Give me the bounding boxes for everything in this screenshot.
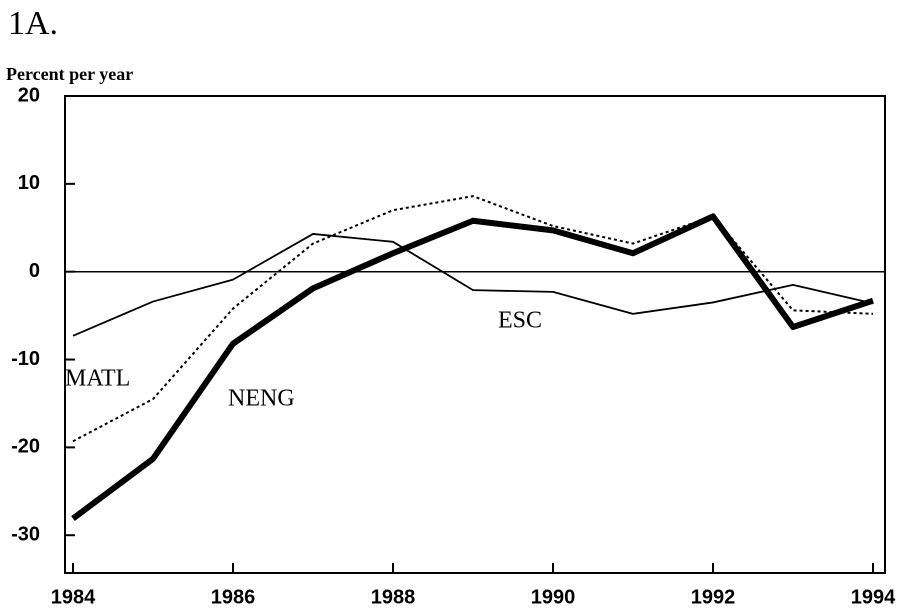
y-tick-label: -30: [11, 524, 40, 546]
x-tick-label: 1994: [851, 586, 896, 608]
y-tick-label: -20: [11, 436, 40, 458]
x-tick-label: 1986: [211, 586, 256, 608]
y-tick-label: 0: [29, 260, 40, 282]
series-label: MATL: [65, 366, 130, 392]
y-tick-label: 20: [18, 84, 40, 106]
x-tick-label: 1984: [51, 586, 96, 608]
y-axis-label: Percent per year: [6, 64, 133, 84]
x-tick-label: 1988: [371, 586, 416, 608]
series-line: [71, 213, 874, 521]
x-tick-label: 1992: [691, 586, 736, 608]
y-tick-label: 10: [18, 172, 40, 194]
series-label: NENG: [228, 386, 295, 412]
series-label: ESC: [498, 308, 542, 334]
chart-title: 1A.: [8, 5, 58, 42]
series-line: [72, 195, 874, 443]
y-tick-label: -10: [11, 348, 40, 370]
series-line: [72, 233, 874, 337]
x-tick-label: 1990: [531, 586, 576, 608]
plot-frame: [64, 95, 886, 574]
